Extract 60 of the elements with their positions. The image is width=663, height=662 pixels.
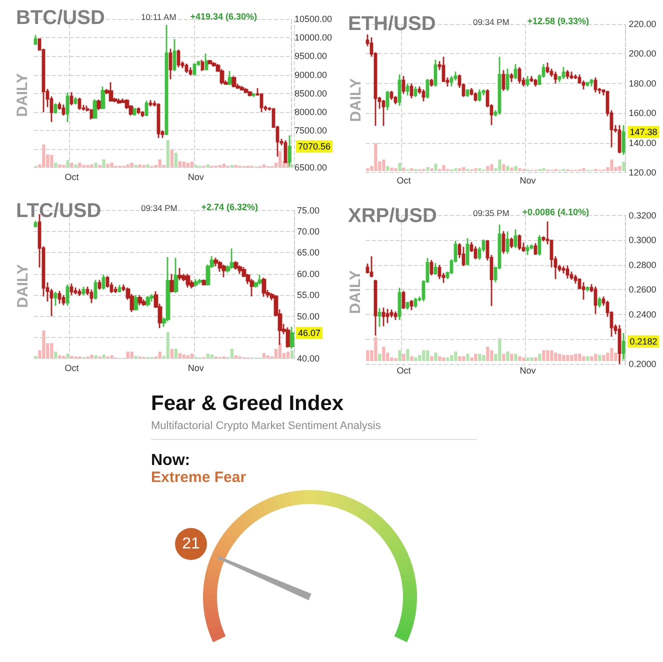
y-tick-label: 0.2000	[628, 359, 656, 369]
y-tick-label: 160.00	[628, 108, 656, 118]
y-axis-title: DAILY	[347, 270, 364, 314]
x-tick-label: Oct	[396, 176, 412, 186]
x-tick-label: Nov	[520, 366, 536, 376]
y-tick-label: 220.00	[628, 19, 656, 29]
y-tick-label: 40.00	[297, 354, 320, 364]
x-tick-label: Oct	[396, 366, 412, 376]
y-axis-title: DAILY	[14, 73, 31, 117]
x-tick-label: Nov	[188, 172, 204, 182]
y-tick-label: 180.00	[628, 78, 656, 88]
y-tick-label: 9000.00	[294, 70, 328, 80]
x-tick-label: Nov	[520, 176, 536, 186]
y-tick-label: 9500.00	[294, 51, 328, 62]
data-label: 21	[182, 536, 200, 552]
y-axis-title: DAILY	[348, 78, 364, 122]
y-tick-label: 60.00	[297, 268, 320, 279]
y-tick-label: 200.00	[628, 48, 656, 59]
chart-subtitle: 09:34 PM	[141, 203, 178, 213]
y-tick-label: 10500.00	[294, 14, 332, 24]
text: Multifactorial Crypto Market Sentiment Analysis	[151, 420, 381, 433]
y-tick-label: 10000.00	[294, 32, 332, 43]
y-tick-label: 8000.00	[294, 106, 328, 117]
y-tick-label: 75.00	[297, 205, 320, 216]
chart-title: BTC/USD	[16, 7, 105, 29]
x-tick-label: Oct	[64, 363, 80, 374]
y-tick-label: 0.2600	[628, 284, 656, 295]
text: Fear & Greed Index	[151, 391, 344, 416]
x-tick-label: Oct	[64, 172, 80, 182]
text: 7070.56	[298, 141, 331, 152]
chart-subtitle: 10:11 AM	[141, 12, 176, 22]
y-axis-title: DAILY	[14, 264, 32, 308]
y-tick-label: 0.3000	[628, 235, 656, 246]
y-tick-label: 50.00	[297, 311, 320, 322]
y-tick-label: 55.00	[297, 290, 320, 300]
text: 147.38	[630, 126, 658, 137]
y-tick-label: 0.2800	[628, 260, 656, 270]
text: 0.2182	[630, 336, 658, 346]
annotation: +12.58 (9.33%)	[527, 16, 590, 26]
y-tick-label: 0.3200	[628, 210, 656, 220]
chart-title: LTC/USD	[16, 200, 102, 222]
annotation: +2.74 (6.32%)	[201, 202, 258, 212]
text: 46.07	[298, 328, 321, 338]
y-tick-label: 7500.00	[294, 126, 328, 136]
chart-subtitle: 09:35 PM	[473, 208, 510, 218]
annotation: +419.34 (6.30%)	[190, 12, 258, 22]
y-tick-label: 65.00	[297, 248, 320, 258]
text: Now:	[151, 451, 190, 470]
y-tick-label: 120.00	[628, 168, 656, 178]
y-tick-label: 0.2400	[628, 309, 656, 320]
x-tick-label: Nov	[188, 363, 204, 374]
chart-subtitle: 09:34 PM	[473, 17, 510, 27]
y-tick-label: 8500.00	[294, 88, 328, 98]
annotation: +0.0086 (4.10%)	[522, 207, 590, 217]
chart-title: XRP/USD	[348, 205, 437, 227]
y-tick-label: 70.00	[297, 226, 320, 236]
y-tick-label: 6500.00	[294, 162, 328, 173]
y-tick-label: 140.00	[628, 138, 656, 148]
text: Extreme Fear	[151, 469, 246, 487]
chart-title: ETH/USD	[348, 13, 436, 35]
